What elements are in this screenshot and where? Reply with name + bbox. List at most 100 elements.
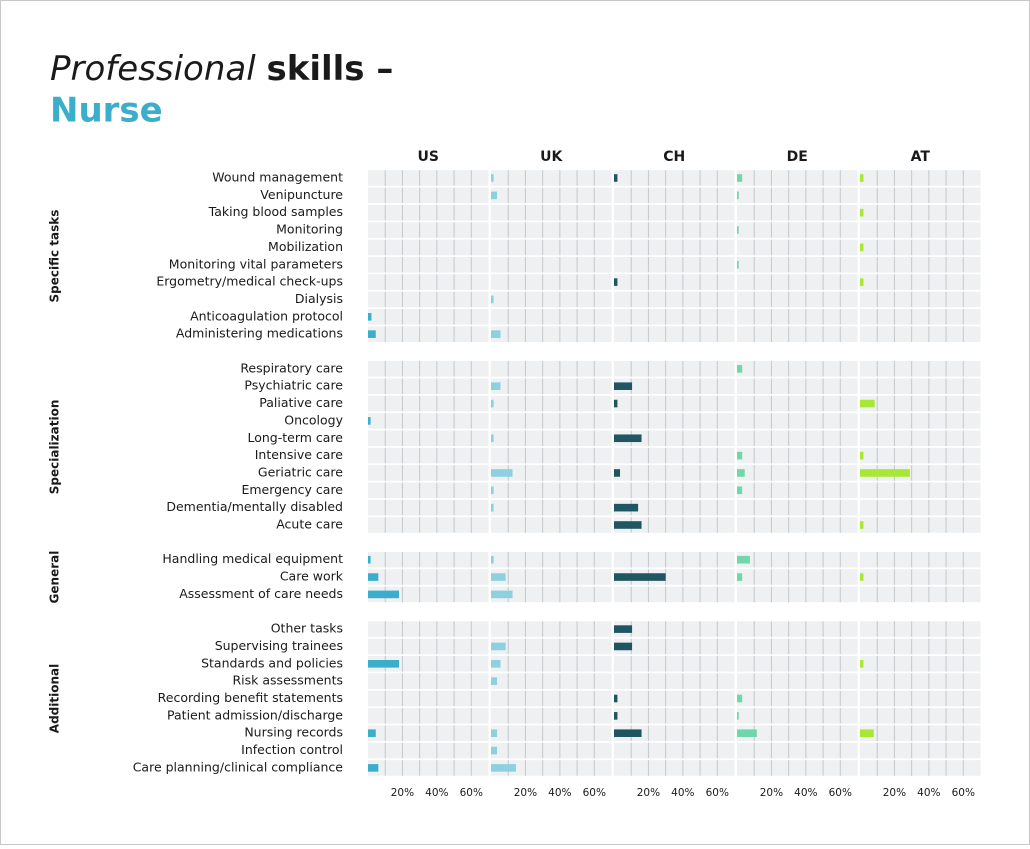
group-label: Specialization [48,400,62,495]
bar [737,226,739,234]
row-band [614,309,735,325]
row-band [860,690,981,707]
row-band [368,430,489,447]
row-band [491,222,612,238]
bar [614,729,642,737]
category-label: Standards and policies [201,655,343,670]
row-band [368,204,489,221]
bar [860,660,864,668]
row-band [491,742,612,759]
chart-title: Professional skills – [50,49,393,89]
row-band [368,499,489,516]
bar [368,573,379,581]
row-band [737,638,858,655]
bar [860,399,875,408]
bar [491,660,501,668]
bar [368,330,376,338]
row-band [614,725,735,741]
row-band [860,760,981,776]
category-label: Nursing records [244,725,343,740]
row-band [737,222,858,238]
row-band [614,361,735,377]
bar [860,573,864,581]
row-band [737,309,858,325]
row-band [491,517,612,533]
row-band [368,170,489,186]
x-tick-label: 60% [706,787,729,799]
row-band [614,187,735,204]
row-band [368,673,489,689]
row-band [737,256,858,273]
bar [491,174,494,182]
bar [614,642,633,651]
row-band [491,656,612,672]
row-band [860,361,981,377]
row-band [368,621,489,637]
panel-label: CH [663,149,685,165]
bar [491,642,506,651]
category-label: Risk assessments [233,673,344,688]
x-tick-label: 20% [391,787,414,799]
row-band [860,447,981,464]
category-label: Long-term care [247,430,343,445]
row-band [860,309,981,325]
bar [491,590,513,599]
row-band [614,569,735,585]
row-band [860,725,981,741]
group-label: General [48,551,62,604]
category-label: Taking blood samples [208,204,343,219]
row-band [737,517,858,533]
category-label: Other tasks [271,621,343,636]
bar [614,469,621,477]
category-label: Monitoring vital parameters [169,256,343,271]
row-band [614,256,735,273]
row-band [491,291,612,308]
row-band [614,430,735,447]
x-tick-label: 20% [883,787,906,799]
row-band [860,482,981,499]
bar [614,521,642,529]
row-band [737,170,858,186]
category-label: Infection control [241,742,343,757]
row-band [737,725,858,741]
bar [614,503,639,512]
row-band [737,291,858,308]
row-band [491,499,612,516]
row-band [737,413,858,429]
x-tick-label: 40% [671,787,694,799]
row-band [737,204,858,221]
category-label: Anticoagulation protocol [190,308,343,323]
row-band [368,465,489,481]
row-band [860,170,981,186]
row-band [614,413,735,429]
row-band [737,569,858,585]
bar [860,208,864,217]
bar [368,555,371,564]
category-label: Oncology [284,412,343,427]
panel-label: US [418,149,439,165]
row-band [368,256,489,273]
category-label: Ergometry/medical check-ups [156,274,343,289]
row-band [491,586,612,603]
bar [491,555,494,564]
title-bold: skills – [267,49,394,89]
row-band [737,430,858,447]
bar [737,365,743,373]
category-label: Recording benefit statements [158,690,343,705]
row-band [368,569,489,585]
category-label: Handling medical equipment [162,551,343,566]
category-label: Mobilization [268,239,343,254]
row-band [614,638,735,655]
row-band [614,621,735,637]
row-band [860,621,981,637]
row-band [491,430,612,447]
row-band [614,673,735,689]
row-band [737,499,858,516]
category-label: Psychiatric care [244,378,343,393]
row-band [860,656,981,672]
x-tick-label: 40% [548,787,571,799]
bar [860,174,864,182]
row-band [368,378,489,394]
category-label: Emergency care [241,482,343,497]
row-band [737,673,858,689]
